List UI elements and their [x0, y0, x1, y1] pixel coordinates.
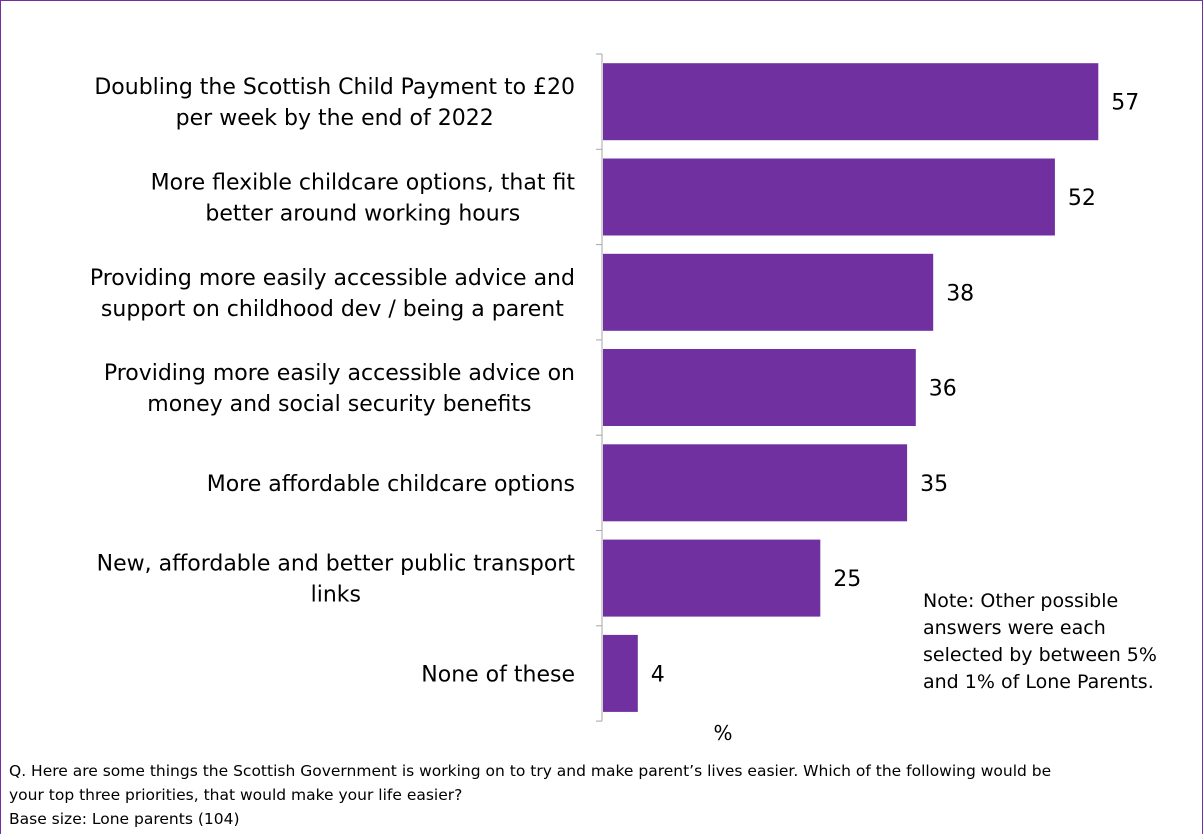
bar: [603, 539, 821, 617]
category-label-line: Doubling the Scottish Child Payment to £…: [94, 75, 575, 100]
category-label-line: Providing more easily accessible advice …: [90, 266, 575, 291]
chart-note: Note: Other possible answers were each s…: [923, 588, 1188, 696]
note-line: and 1% of Lone Parents.: [923, 671, 1154, 693]
category-label-line: support on childhood dev / being a paren…: [101, 297, 564, 322]
category-label: Providing more easily accessible advice …: [104, 361, 575, 417]
question-footnote: Q. Here are some things the Scottish Gov…: [9, 759, 1199, 831]
category-label-line: Providing more easily accessible advice …: [104, 361, 575, 386]
note-line: answers were each: [923, 617, 1106, 639]
x-axis-title: %: [713, 721, 732, 745]
category-labels: Doubling the Scottish Child Payment to £…: [90, 75, 576, 687]
bar: [603, 444, 908, 522]
category-label: Providing more easily accessible advice …: [90, 266, 575, 322]
category-label-line: New, affordable and better public transp…: [97, 552, 576, 577]
value-labels: 57 52 38 36 35 25 4: [651, 91, 1140, 688]
category-label: More flexible childcare options, that fi…: [151, 171, 576, 227]
bars-layer: [603, 63, 1099, 712]
bar-value-label: 25: [833, 567, 861, 592]
category-label: New, affordable and better public transp…: [97, 552, 576, 608]
bar: [603, 634, 638, 712]
bar-value-label: 52: [1068, 186, 1096, 211]
category-label-line: More flexible childcare options, that fi…: [151, 171, 576, 196]
category-label: More affordable childcare options: [207, 472, 575, 497]
category-label-line: More affordable childcare options: [207, 472, 575, 497]
category-label-line: None of these: [421, 662, 575, 687]
category-axis: [596, 53, 603, 722]
bar-value-label: 36: [929, 377, 957, 402]
question-text-line-2: your top three priorities, that would ma…: [9, 786, 463, 804]
base-size: Base size: Lone parents (104): [9, 810, 240, 828]
bar-value-label: 38: [946, 281, 974, 306]
category-label: None of these: [421, 662, 575, 687]
bar-value-label: 35: [920, 472, 948, 497]
bar: [603, 349, 916, 426]
bar: [603, 158, 1055, 236]
bar-value-label: 4: [651, 662, 665, 687]
category-label-line: money and social security benefits: [147, 392, 531, 417]
bar: [603, 63, 1099, 141]
question-text-line-1: Q. Here are some things the Scottish Gov…: [9, 762, 1052, 780]
bar-value-label: 57: [1111, 91, 1139, 116]
category-label-line: per week by the end of 2022: [176, 106, 494, 131]
category-label-line: better around working hours: [205, 202, 520, 227]
category-label: Doubling the Scottish Child Payment to £…: [94, 75, 575, 131]
note-line: Note: Other possible: [923, 590, 1119, 612]
category-label-line: links: [311, 583, 361, 608]
note-line: selected by between 5%: [923, 644, 1157, 666]
bar: [603, 253, 934, 331]
